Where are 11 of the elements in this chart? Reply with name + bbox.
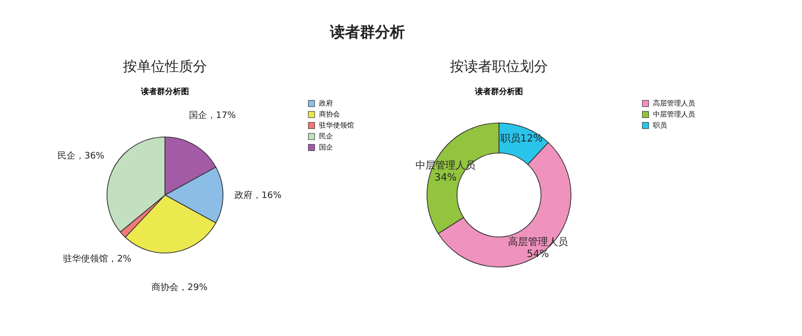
chart-title: 按单位性质分 [123, 59, 207, 75]
data-label: 商协会，29% [152, 282, 208, 293]
chart-title: 按读者职位划分 [450, 59, 548, 75]
data-label: 民企，36% [57, 150, 105, 162]
chart-subtitle: 读者群分析图 [140, 87, 189, 96]
data-label: 职员12% [500, 133, 543, 144]
data-label: 政府，16% [234, 190, 282, 201]
data-label: 国企，17% [188, 110, 236, 121]
chart-subtitle: 读者群分析图 [474, 87, 523, 96]
data-label: 驻华使领馆，2% [63, 254, 132, 265]
text: 读者群分析 [329, 23, 405, 41]
